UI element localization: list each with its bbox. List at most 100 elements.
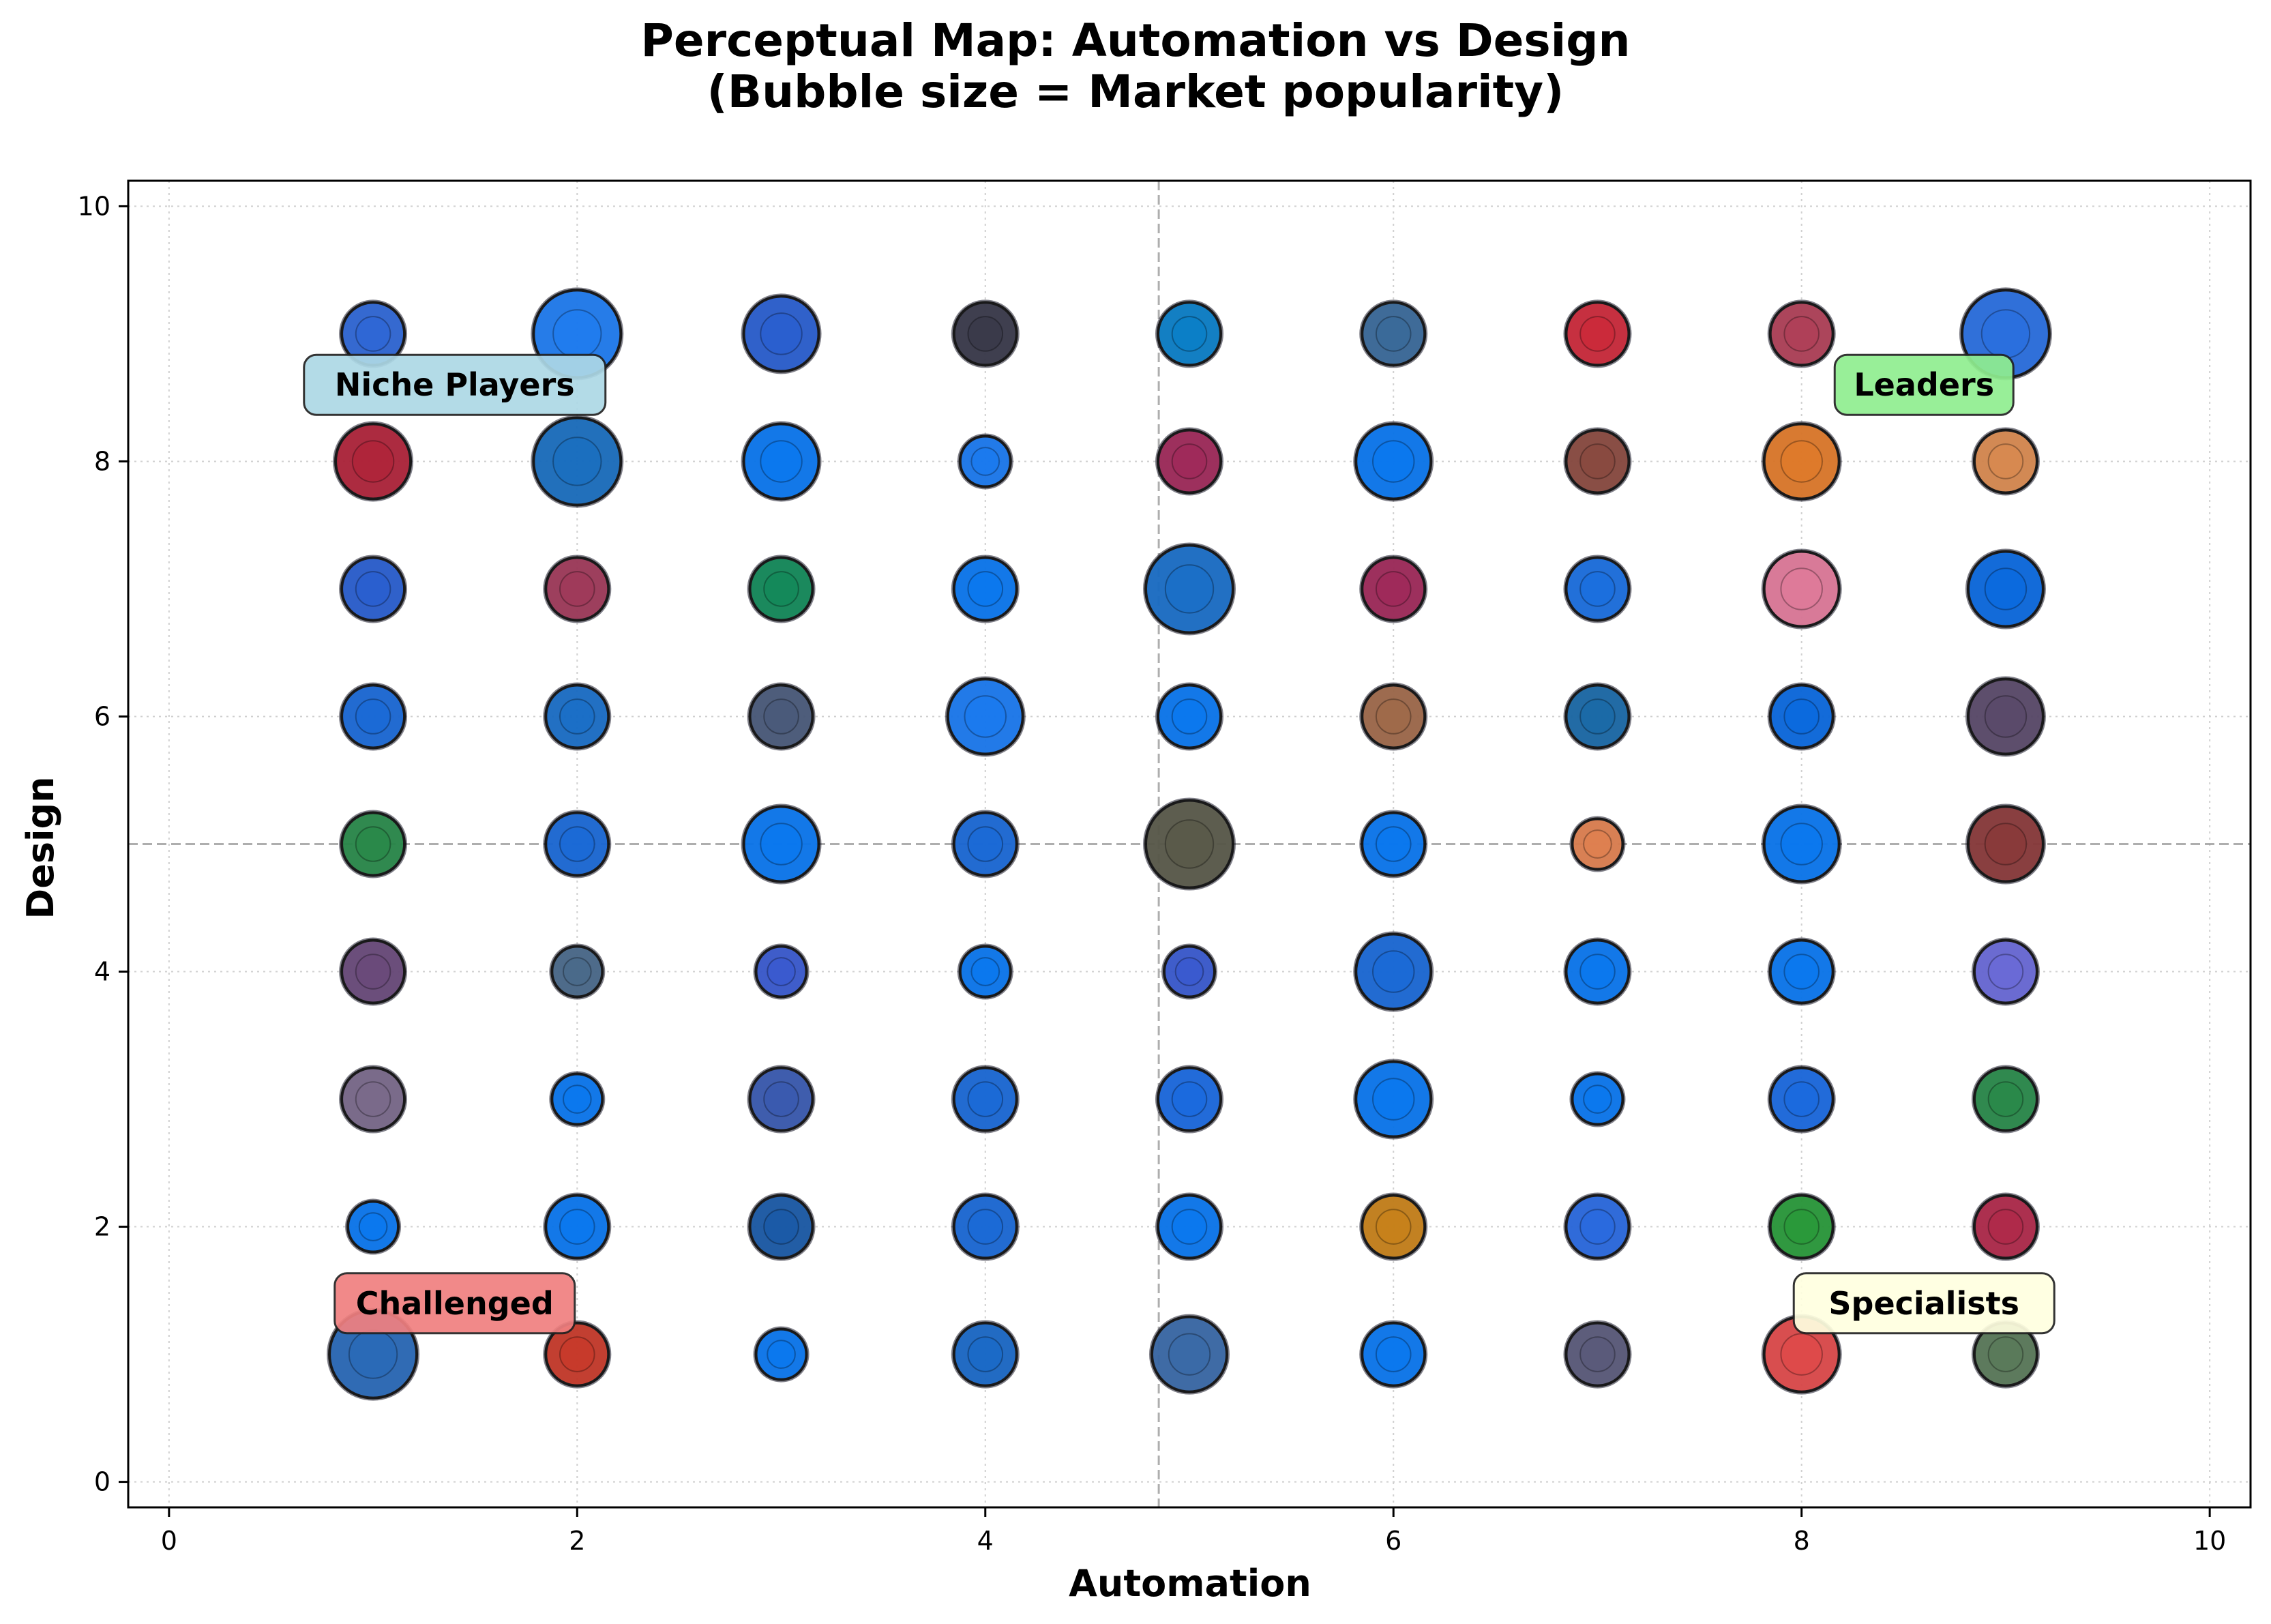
bubble-point <box>549 1071 606 1127</box>
bubble-point <box>339 1065 408 1134</box>
bubble-inner <box>760 312 803 355</box>
bubble-point <box>1971 937 2040 1006</box>
bubble-inner <box>970 447 1000 476</box>
bubble-point <box>951 1065 1020 1134</box>
bubble-point <box>1971 1192 2040 1261</box>
bubble-point <box>531 415 624 508</box>
bubble-point <box>1359 299 1428 368</box>
bubble-point <box>753 1326 810 1383</box>
bubble-inner <box>967 1209 1004 1245</box>
bubble-point <box>1155 427 1223 496</box>
bubble-point <box>1767 682 1836 751</box>
bubble-inner <box>559 571 595 607</box>
bubble-inner <box>1987 954 2024 990</box>
bubble-point <box>747 1192 816 1261</box>
bubble-inner <box>1375 1336 1412 1372</box>
bubble-point <box>747 555 816 623</box>
bubble-point <box>1767 299 1836 368</box>
bubble-point <box>1359 810 1428 879</box>
bubble-inner <box>559 698 595 735</box>
bubble-inner <box>1371 950 1415 993</box>
bubble-point <box>951 555 1020 623</box>
bubble-point <box>1965 548 2046 630</box>
bubble-point <box>1569 816 1626 872</box>
bubble-point <box>1971 1065 2040 1134</box>
bubble-point <box>1155 1192 1223 1261</box>
quadrant-label-text: Challenged <box>356 1285 554 1322</box>
quadrant-label-box <box>333 1272 576 1335</box>
bubble-inner <box>1583 829 1612 859</box>
bubble-point <box>1767 1065 1836 1134</box>
bubble-point <box>951 810 1020 879</box>
bubble-point <box>1143 797 1236 891</box>
bubble-point <box>543 1320 612 1389</box>
bubble-inner <box>1783 1081 1820 1117</box>
bubble-inner <box>763 571 799 607</box>
bubble-inner <box>351 440 395 483</box>
bubble-inner <box>552 437 602 486</box>
y-axis-label: Design <box>19 776 62 919</box>
quadrant-label-box <box>303 353 607 416</box>
bubble-point <box>543 810 612 879</box>
bubble-inner <box>1375 1209 1412 1245</box>
bubble-inner <box>1171 443 1208 479</box>
bubble-inner <box>763 1081 799 1117</box>
bubble-point <box>951 1192 1020 1261</box>
bubble-inner <box>1579 443 1616 479</box>
bubble-point <box>1767 1192 1836 1261</box>
bubble-point <box>1569 1071 1626 1127</box>
y-tick-label: 4 <box>94 957 110 987</box>
bubble-point <box>1971 1320 2040 1389</box>
bubble-inner <box>1168 1333 1211 1376</box>
x-tick-label: 8 <box>1794 1526 1810 1556</box>
bubble-inner <box>1579 1336 1616 1372</box>
bubble-inner <box>1984 567 2028 610</box>
bubble-inner <box>1780 1333 1823 1376</box>
bubble-inner <box>1987 1081 2024 1117</box>
bubble-point <box>1563 427 1632 496</box>
chart-title-line1: Perceptual Map: Automation vs Design <box>640 14 1630 67</box>
bubble-point <box>1971 427 2040 496</box>
bubble-point <box>549 943 606 1000</box>
bubble-point <box>543 555 612 623</box>
bubble-inner <box>1375 826 1412 862</box>
bubble-inner <box>1579 1209 1616 1245</box>
bubble-inner <box>1583 1084 1612 1114</box>
bubble-point <box>339 555 408 623</box>
bubble-inner <box>559 1209 595 1245</box>
bubble-point <box>1761 803 1842 885</box>
bubble-point <box>339 299 408 368</box>
x-tick-label: 6 <box>1385 1526 1401 1556</box>
bubble-inner <box>1174 957 1204 986</box>
bubble-point <box>1761 548 1842 630</box>
bubble-inner <box>1783 316 1820 352</box>
quadrant-label-text: Specialists <box>1828 1285 2019 1322</box>
bubble-inner <box>1780 440 1823 483</box>
bubble-point <box>1563 1320 1632 1389</box>
bubble-inner <box>1579 571 1616 607</box>
bubble-inner <box>552 309 602 359</box>
bubble-point <box>741 803 822 885</box>
quadrant-label-text: Leaders <box>1854 366 1994 403</box>
quadrant-label-box <box>1833 353 2015 416</box>
bubble-inner <box>967 826 1004 862</box>
bubble-point <box>339 682 408 751</box>
bubble-inner <box>964 695 1007 738</box>
bubble-point <box>1563 299 1632 368</box>
bubble-point <box>339 937 408 1006</box>
bubble-inner <box>1783 954 1820 990</box>
bubble-point <box>339 810 408 879</box>
bubble-inner <box>1171 1209 1208 1245</box>
bubble-point <box>1353 1059 1434 1140</box>
bubble-inner <box>355 826 391 862</box>
bubble-point <box>1563 937 1632 1006</box>
bubble-inner <box>355 1081 391 1117</box>
bubble-inner <box>355 316 391 352</box>
bubble-inner <box>562 957 592 986</box>
quadrant-label-text: Niche Players <box>335 366 575 403</box>
bubble-inner <box>355 954 391 990</box>
quadrant-label: Leaders <box>1833 353 2015 416</box>
bubble-inner <box>562 1084 592 1114</box>
